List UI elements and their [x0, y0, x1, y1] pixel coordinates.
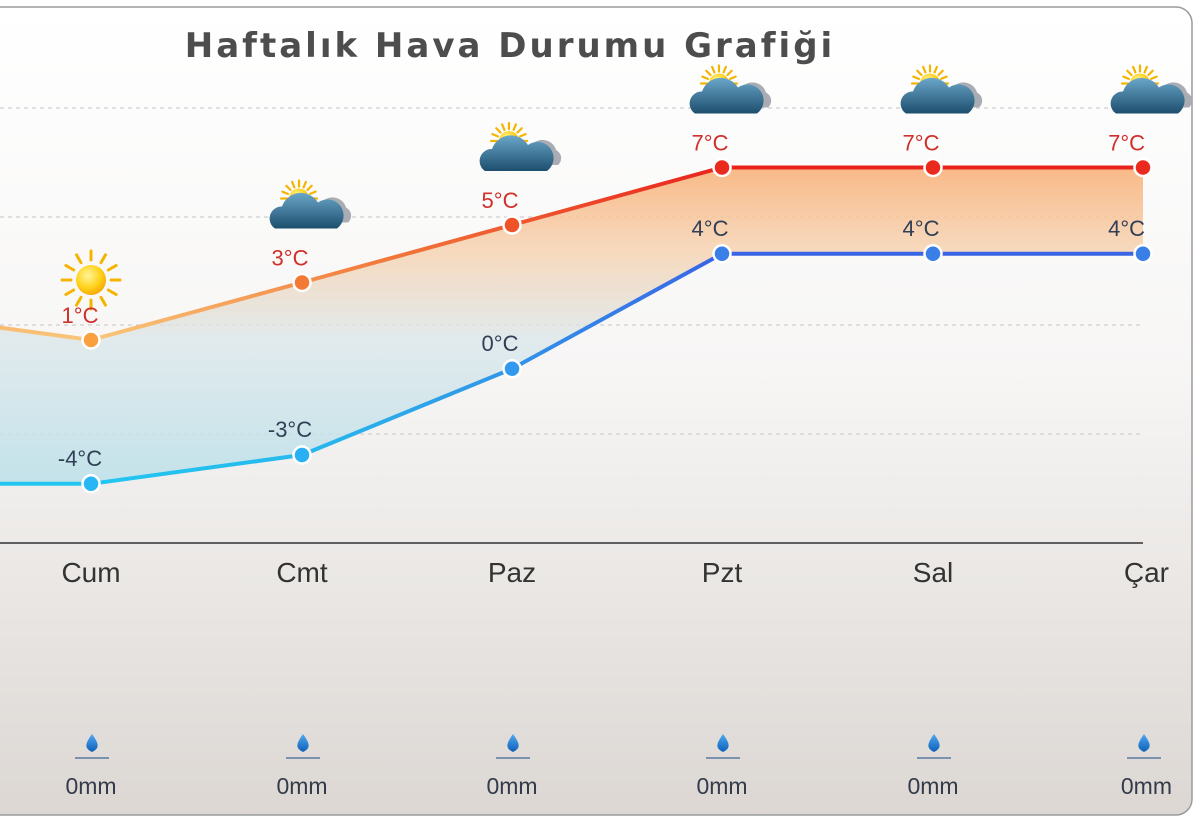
low-temp-label: 4°C	[692, 216, 729, 241]
low-temp-point	[81, 474, 101, 494]
raindrop-icon	[75, 734, 109, 759]
high-temp-label: 3°C	[272, 246, 309, 271]
high-temp-point	[923, 157, 943, 178]
sun-icon	[60, 249, 122, 311]
partly-cloudy-icon	[269, 179, 352, 229]
high-temp-label: 7°C	[903, 131, 940, 156]
precipitation-label: 0mm	[486, 773, 537, 799]
high-temp-point	[1133, 157, 1153, 178]
low-temp-point	[502, 359, 522, 379]
high-temp-point	[502, 215, 522, 235]
low-temp-label: 4°C	[903, 216, 940, 241]
low-temp-label: 0°C	[482, 331, 519, 356]
high-temp-label: 7°C	[1108, 131, 1145, 156]
partly-cloudy-icon	[689, 64, 772, 114]
high-temp-label: 1°C	[62, 303, 99, 328]
day-label: Paz	[488, 557, 536, 588]
low-temp-point	[923, 244, 943, 264]
precipitation-label: 0mm	[907, 773, 958, 799]
low-temp-label: -3°C	[268, 417, 312, 442]
day-label: Cum	[61, 557, 120, 588]
day-label: Sal	[913, 557, 953, 588]
precipitation-label: 0mm	[1121, 773, 1172, 799]
high-temp-point	[712, 157, 732, 178]
partly-cloudy-icon	[479, 121, 562, 171]
low-temp-point	[712, 244, 732, 264]
partly-cloudy-icon	[900, 64, 983, 114]
day-label: Pzt	[702, 557, 743, 588]
high-temp-point	[81, 330, 101, 350]
low-temp-point	[1133, 244, 1153, 264]
precipitation-label: 0mm	[696, 773, 747, 799]
low-temp-point	[292, 445, 312, 465]
precipitation-label: 0mm	[276, 773, 327, 799]
high-temp-label: 5°C	[482, 188, 519, 213]
high-temp-point	[292, 272, 312, 293]
chart-title: Haftalık Hava Durumu Grafiği	[185, 26, 835, 66]
low-temp-label: 4°C	[1108, 216, 1145, 241]
low-temp-label: -4°C	[58, 446, 102, 471]
temperature-range-band	[0, 167, 1143, 484]
day-label: Cmt	[276, 557, 328, 588]
precipitation-label: 0mm	[65, 773, 116, 799]
raindrop-icon	[706, 734, 740, 759]
day-label: Çar	[1124, 557, 1169, 588]
raindrop-icon	[496, 734, 530, 759]
raindrop-icon	[286, 734, 320, 759]
raindrop-icon	[1127, 734, 1161, 759]
high-temp-label: 7°C	[692, 131, 729, 156]
raindrop-icon	[917, 734, 951, 759]
partly-cloudy-icon	[1110, 64, 1193, 114]
